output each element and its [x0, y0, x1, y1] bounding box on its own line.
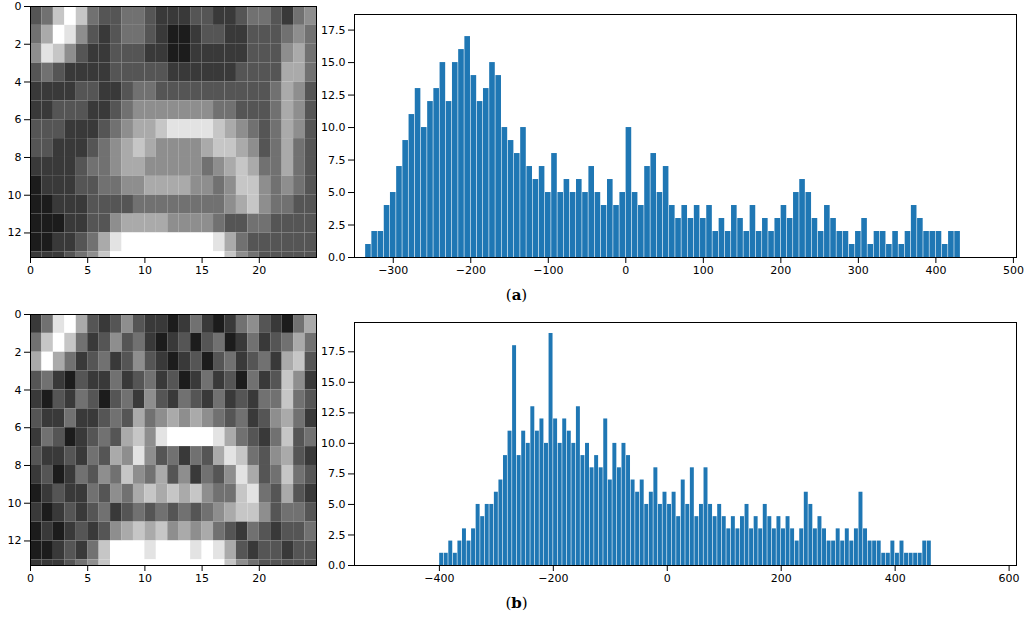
svg-text:6: 6 [15, 113, 22, 126]
html-text:(a): (a) [505, 286, 528, 304]
svg-text:2.5: 2.5 [328, 219, 346, 232]
svg-text:−300: −300 [378, 264, 408, 277]
svg-text:12: 12 [8, 534, 22, 547]
svg-text:500: 500 [1003, 264, 1024, 277]
svg-text:300: 300 [848, 264, 869, 277]
svg-text:5.0: 5.0 [328, 498, 346, 511]
svg-text:17.5: 17.5 [321, 345, 346, 358]
svg-text:−400: −400 [424, 572, 454, 585]
svg-text:400: 400 [885, 572, 906, 585]
svg-text:10.0: 10.0 [321, 121, 346, 134]
svg-text:12: 12 [8, 226, 22, 239]
svg-text:5.0: 5.0 [328, 186, 346, 199]
svg-text:0: 0 [622, 264, 629, 277]
svg-text:0: 0 [27, 264, 34, 277]
svg-text:8: 8 [15, 151, 22, 164]
svg-text:4: 4 [15, 384, 22, 397]
svg-text:600: 600 [999, 572, 1020, 585]
svg-text:15: 15 [195, 264, 209, 277]
svg-text:12.5: 12.5 [321, 89, 346, 102]
svg-text:200: 200 [771, 572, 792, 585]
svg-text:8: 8 [15, 459, 22, 472]
svg-text:2.5: 2.5 [328, 528, 346, 541]
html-text:(b): (b) [505, 594, 528, 612]
svg-text:5: 5 [84, 572, 91, 585]
svg-text:10: 10 [138, 572, 152, 585]
svg-text:−200: −200 [538, 572, 568, 585]
svg-text:15.0: 15.0 [321, 56, 346, 69]
svg-text:7.5: 7.5 [328, 154, 346, 167]
svg-text:−200: −200 [456, 264, 486, 277]
svg-text:10: 10 [8, 497, 22, 510]
svg-text:0: 0 [15, 308, 22, 321]
svg-text:10: 10 [8, 189, 22, 202]
svg-text:0.0: 0.0 [328, 559, 346, 572]
svg-text:2: 2 [15, 346, 22, 359]
svg-text:4: 4 [15, 76, 22, 89]
svg-text:10.0: 10.0 [321, 437, 346, 450]
svg-text:2: 2 [15, 38, 22, 51]
svg-text:20: 20 [252, 572, 266, 585]
svg-text:7.5: 7.5 [328, 467, 346, 480]
svg-text:5: 5 [84, 264, 91, 277]
svg-text:10: 10 [138, 264, 152, 277]
svg-text:20: 20 [252, 264, 266, 277]
svg-text:0: 0 [15, 0, 22, 13]
svg-text:200: 200 [770, 264, 791, 277]
svg-text:17.5: 17.5 [321, 24, 346, 37]
svg-text:−100: −100 [533, 264, 563, 277]
svg-text:0: 0 [27, 572, 34, 585]
svg-text:15.0: 15.0 [321, 376, 346, 389]
svg-text:0: 0 [664, 572, 671, 585]
svg-text:12.5: 12.5 [321, 406, 346, 419]
svg-text:400: 400 [925, 264, 946, 277]
svg-text:6: 6 [15, 421, 22, 434]
svg-text:0.0: 0.0 [328, 251, 346, 264]
svg-text:15: 15 [195, 572, 209, 585]
svg-text:100: 100 [693, 264, 714, 277]
